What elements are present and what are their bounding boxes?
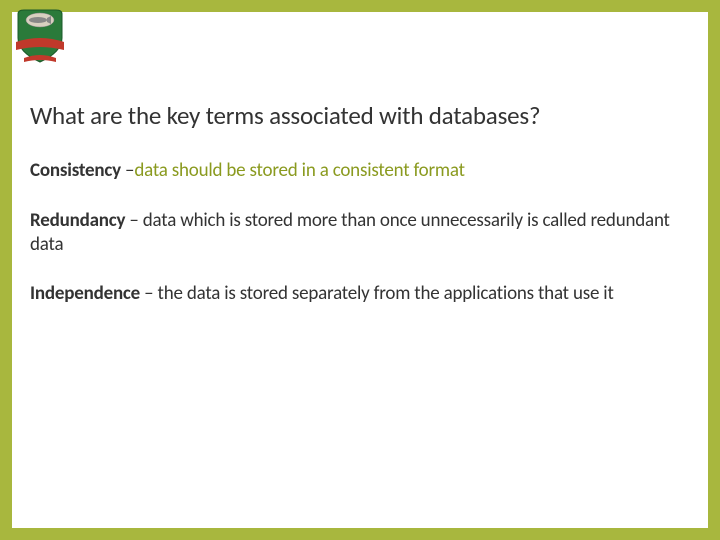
school-crest-logo [14, 4, 66, 64]
term-independence: Independence – the data is stored separa… [30, 282, 690, 306]
term-definition: data should be stored in a consistent fo… [134, 159, 464, 182]
term-redundancy: Redundancy – data which is stored more t… [30, 209, 690, 257]
term-name: Consistency [30, 159, 121, 182]
term-consistency: Consistency –data should be stored in a … [30, 159, 690, 183]
term-definition: the data is stored separately from the a… [158, 282, 614, 305]
term-name: Independence [30, 282, 140, 305]
slide-content: What are the key terms associated with d… [30, 100, 690, 332]
term-sep: – [121, 159, 134, 182]
term-sep: – [140, 282, 157, 305]
term-name: Redundancy [30, 209, 125, 232]
slide-title: What are the key terms associated with d… [30, 100, 690, 131]
term-sep: – [125, 209, 142, 232]
